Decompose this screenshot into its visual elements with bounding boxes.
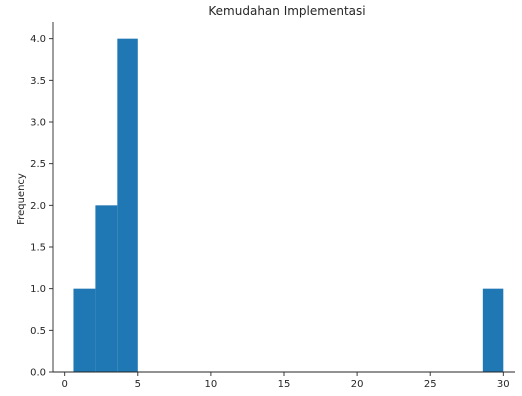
y-tick-label: 0.0 — [30, 368, 46, 379]
y-tick-label: 4.0 — [30, 34, 46, 45]
y-tick-label: 3.5 — [30, 76, 46, 87]
y-tick-label: 3.0 — [30, 118, 46, 129]
y-tick-label: 2.0 — [30, 201, 46, 212]
y-tick-label: 2.5 — [30, 159, 46, 170]
y-tick-label: 1.5 — [30, 243, 46, 254]
bars-group — [73, 38, 504, 373]
x-tick-label: 10 — [205, 379, 218, 390]
x-tick-label: 20 — [351, 379, 364, 390]
chart-title: Kemudahan Implementasi — [208, 4, 365, 18]
x-tick-label: 30 — [497, 379, 510, 390]
y-tick-label: 0.5 — [30, 326, 46, 337]
x-tick-label: 0 — [62, 379, 68, 390]
histogram-bar-3 — [482, 288, 504, 372]
histogram-bar-1 — [95, 205, 118, 372]
x-tick-label: 15 — [278, 379, 291, 390]
x-tick-label: 25 — [424, 379, 437, 390]
x-ticks-group: 0 5 10 15 20 25 30 — [62, 372, 510, 390]
x-tick-label: 5 — [135, 379, 141, 390]
y-ticks-group: 0.0 0.5 1.0 1.5 2.0 2.5 3.0 3.5 4.0 — [30, 34, 53, 379]
y-axis-label: Frequency — [16, 173, 27, 225]
histogram-bar-0 — [73, 288, 96, 372]
y-tick-label: 1.0 — [30, 284, 46, 295]
histogram-bar-2 — [117, 38, 138, 373]
